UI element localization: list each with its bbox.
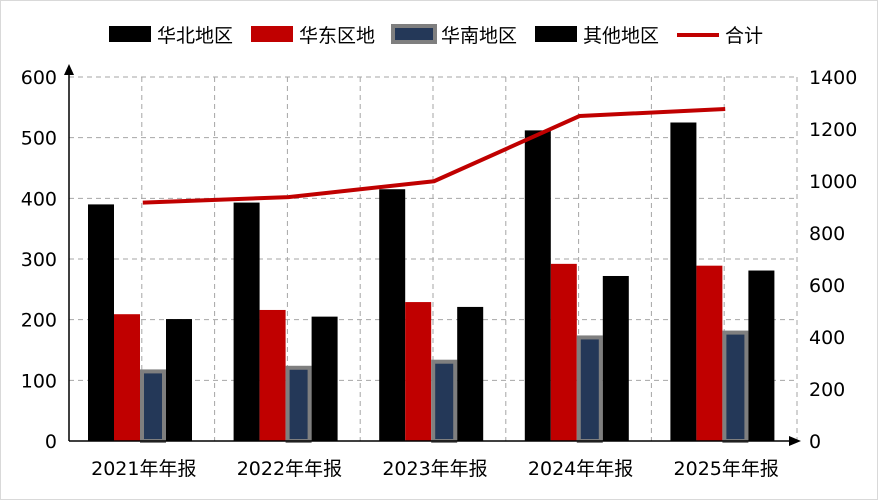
bar-2-1 bbox=[114, 314, 140, 441]
y-right-tick-label: 400 bbox=[809, 327, 845, 349]
bar-4-5 bbox=[748, 270, 775, 441]
bar-1-4 bbox=[524, 130, 551, 442]
legend-label: 华南地区 bbox=[441, 25, 517, 47]
bar-4-1 bbox=[166, 319, 192, 441]
y-right-tick-label: 800 bbox=[809, 223, 845, 245]
legend-swatch bbox=[391, 24, 437, 44]
x-tick-label: 2024年年报 bbox=[528, 458, 633, 480]
legend-label: 其他地区 bbox=[583, 25, 659, 47]
x-tick-label: 2022年年报 bbox=[237, 458, 342, 480]
bar-2-5 bbox=[696, 265, 723, 441]
bar-1-5 bbox=[670, 122, 697, 441]
bar-4-2 bbox=[311, 316, 338, 441]
bar-4-3 bbox=[457, 306, 484, 441]
bar-3-4 bbox=[576, 335, 603, 443]
y-right-tick-label: 1000 bbox=[809, 171, 857, 193]
legend-label: 华东区地 bbox=[299, 25, 375, 47]
y-right-tick-label: 600 bbox=[809, 275, 845, 297]
y-left-tick-label: 200 bbox=[21, 310, 57, 332]
y-right-tick-label: 0 bbox=[809, 431, 821, 453]
legend-swatch bbox=[535, 26, 577, 42]
y-right-tick-label: 1200 bbox=[809, 119, 857, 141]
bar-3-1 bbox=[140, 369, 166, 443]
y-left-tick-label: 300 bbox=[21, 249, 57, 271]
y-axis-arrow-icon bbox=[64, 64, 74, 75]
x-axis-arrow-icon bbox=[789, 436, 801, 446]
legend-label: 华北地区 bbox=[157, 25, 233, 47]
y-right-tick-label: 1400 bbox=[809, 67, 857, 89]
y-left-tick-label: 100 bbox=[21, 370, 57, 392]
bar-1-1 bbox=[88, 204, 114, 441]
legend-swatch bbox=[251, 26, 293, 42]
legend-label: 合计 bbox=[725, 25, 763, 47]
y-left-tick-label: 400 bbox=[21, 188, 57, 210]
y-left-tick-label: 500 bbox=[21, 128, 57, 150]
bar-2-3 bbox=[405, 302, 432, 441]
legend-swatch bbox=[109, 26, 151, 42]
bar-1-2 bbox=[233, 202, 260, 441]
bar-4-4 bbox=[602, 275, 629, 441]
bar-1-3 bbox=[379, 189, 406, 441]
y-left-tick-label: 600 bbox=[21, 67, 57, 89]
y-left-tick-label: 0 bbox=[45, 431, 57, 453]
bar-3-5 bbox=[722, 330, 749, 443]
x-tick-label: 2023年年报 bbox=[382, 458, 487, 480]
bar-2-2 bbox=[259, 309, 286, 441]
bar-3-2 bbox=[285, 365, 312, 444]
x-tick-label: 2021年年报 bbox=[91, 458, 196, 480]
y-right-tick-label: 200 bbox=[809, 379, 845, 401]
line-series-total bbox=[142, 106, 726, 205]
bar-3-3 bbox=[431, 359, 458, 443]
bar-2-4 bbox=[550, 263, 577, 441]
x-tick-label: 2025年年报 bbox=[674, 458, 779, 480]
